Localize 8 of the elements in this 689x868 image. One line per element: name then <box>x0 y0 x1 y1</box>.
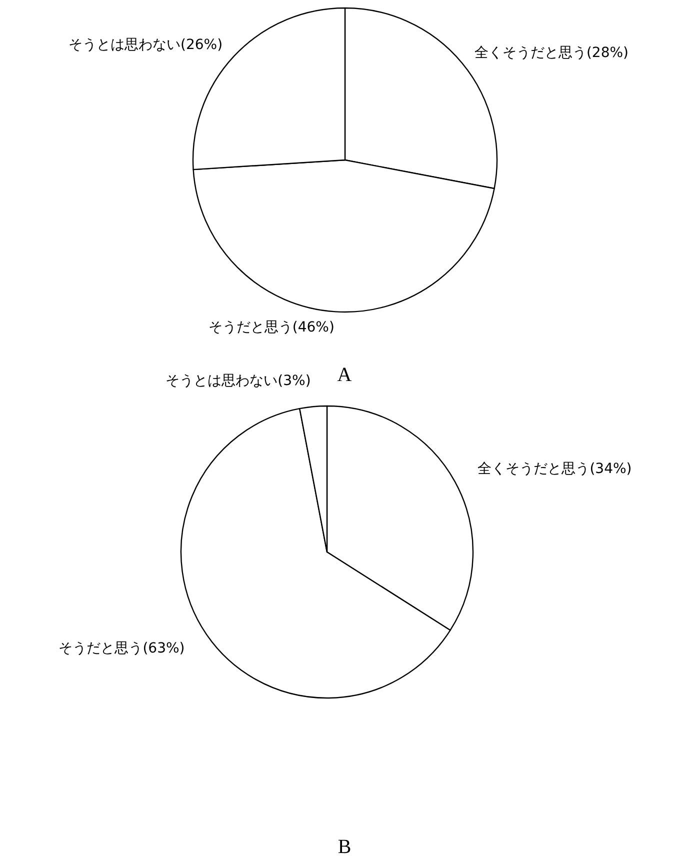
slice-label: そうとは思わない(3%) <box>166 372 311 389</box>
slice-label: 全くそうだと思う(34%) <box>478 461 632 478</box>
slice-label: そうだと思う(46%) <box>208 320 334 336</box>
slice-label: そうだと思う(63%) <box>58 640 185 657</box>
slice-label: 全くそうだと思う(28%) <box>474 44 628 61</box>
slice-label: そうとは思わない(26%) <box>68 36 223 53</box>
text: A <box>337 364 352 386</box>
text: B <box>338 836 352 858</box>
